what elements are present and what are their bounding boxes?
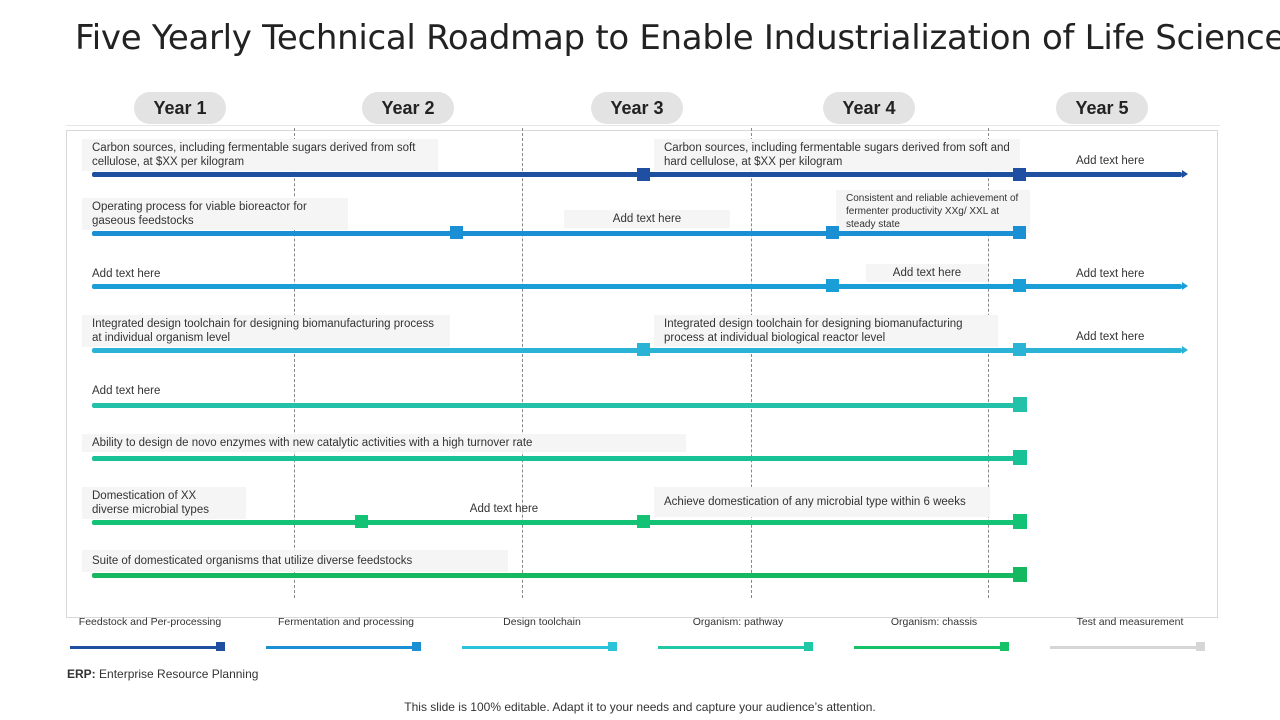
legend-swatch-marker — [1000, 642, 1009, 651]
lane-5-milestone — [1013, 397, 1027, 412]
lane-3-arrowhead — [1182, 282, 1188, 290]
lane-2-milestone — [826, 226, 839, 239]
lane-4-milestone — [637, 343, 650, 356]
year-3-badge: Year 3 — [591, 92, 683, 124]
year-1-badge: Year 1 — [134, 92, 226, 124]
lane-5-label-1: Add text here — [92, 385, 161, 397]
lane-7-milestone — [637, 515, 650, 528]
lane-2-label-2: Add text here — [564, 210, 730, 228]
erp-abbreviation: ERP: — [67, 667, 96, 681]
lane-7-milestone — [355, 515, 368, 528]
legend-label: Organism: pathway — [692, 616, 784, 628]
legend-swatch-marker — [412, 642, 421, 651]
lane-2-milestone — [1013, 226, 1026, 239]
lane-6-milestone — [1013, 450, 1027, 465]
roadmap-frame — [66, 130, 1218, 618]
lane-6-label-1: Ability to design de novo enzymes with n… — [82, 434, 686, 452]
year-2-badge: Year 2 — [362, 92, 454, 124]
lane-4-arrowhead — [1182, 346, 1188, 354]
lane-7-track — [92, 520, 1022, 525]
lane-5-track — [92, 403, 1022, 408]
legend-swatch-marker — [804, 642, 813, 651]
lane-6-track — [92, 456, 1022, 461]
legend-swatch-line — [1050, 646, 1198, 649]
lane-1-label-1: Carbon sources, including fermentable su… — [82, 139, 438, 171]
year-divider — [988, 128, 989, 598]
year-divider — [522, 128, 523, 598]
lane-3-label-1: Add text here — [92, 268, 161, 280]
legend-label: Feedstock and Per-processing — [78, 616, 222, 628]
legend-swatch-marker — [1196, 642, 1205, 651]
legend-label: Design toolchain — [503, 616, 581, 628]
legend-swatch-line — [266, 646, 414, 649]
legend-swatch-marker — [216, 642, 225, 651]
legend-swatch-line — [462, 646, 610, 649]
lane-4-label-1: Integrated design toolchain for designin… — [82, 315, 450, 347]
lane-8-track — [92, 573, 1022, 578]
legend-swatch-line — [854, 646, 1002, 649]
lane-3-label-3: Add text here — [1076, 268, 1145, 280]
lane-1-arrowhead — [1182, 170, 1188, 178]
lane-7-milestone — [1013, 514, 1027, 529]
lane-2-label-3: Consistent and reliable achievement of f… — [836, 190, 1030, 233]
erp-note: ERP: Enterprise Resource Planning — [67, 667, 258, 681]
lane-2-milestone — [450, 226, 463, 239]
erp-definition: Enterprise Resource Planning — [99, 667, 259, 681]
year-divider — [751, 128, 752, 598]
legend-label: Organism: chassis — [890, 616, 978, 628]
lane-1-label-3: Add text here — [1076, 155, 1145, 167]
lane-4-label-2: Integrated design toolchain for designin… — [654, 315, 998, 347]
year-divider — [294, 128, 295, 598]
lane-1-label-2: Carbon sources, including fermentable su… — [654, 139, 1020, 171]
lane-8-milestone — [1013, 567, 1027, 582]
lane-3-milestone — [1013, 279, 1026, 292]
lane-8-label-1: Suite of domesticated organisms that uti… — [82, 550, 508, 572]
lane-1-milestone — [1013, 168, 1026, 181]
year-5-badge: Year 5 — [1056, 92, 1148, 124]
legend-swatch-line — [70, 646, 218, 649]
lane-4-label-3: Add text here — [1076, 331, 1145, 343]
lane-1-milestone — [637, 168, 650, 181]
lane-3-track — [92, 284, 1182, 289]
slide-title: Five Yearly Technical Roadmap to Enable … — [75, 18, 1280, 58]
legend-label: Fermentation and processing — [278, 616, 414, 628]
lane-7-label-2: Add text here — [469, 503, 539, 515]
legend-label: Test and measurement — [1076, 616, 1184, 628]
legend-swatch-line — [658, 646, 806, 649]
footer-note: This slide is 100% editable. Adapt it to… — [404, 700, 876, 714]
lane-3-label-2: Add text here — [866, 264, 988, 282]
lane-7-label-1: Domestication of XX diverse microbial ty… — [82, 487, 246, 519]
lane-4-milestone — [1013, 343, 1026, 356]
legend-swatch-marker — [608, 642, 617, 651]
lane-2-track — [92, 231, 1022, 236]
year-4-badge: Year 4 — [823, 92, 915, 124]
header-rule — [66, 125, 1220, 126]
lane-7-label-3: Achieve domestication of any microbial t… — [654, 487, 990, 517]
lane-2-label-1: Operating process for viable bioreactor … — [82, 198, 348, 230]
lane-3-milestone — [826, 279, 839, 292]
